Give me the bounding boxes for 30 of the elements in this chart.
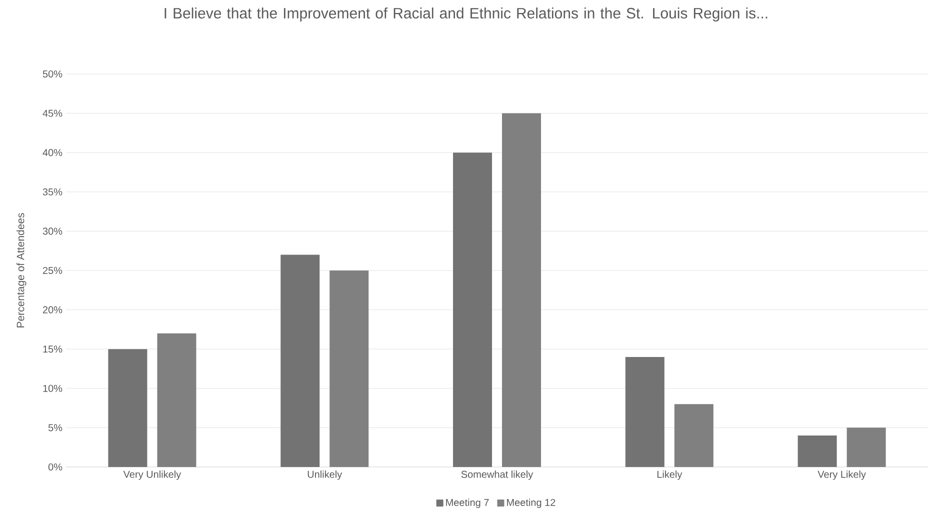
bar <box>280 254 320 467</box>
y-tick-label: 25% <box>42 266 62 274</box>
y-tick-label: 35% <box>42 188 62 196</box>
y-tick-label: 15% <box>43 346 62 353</box>
bar <box>330 270 369 467</box>
legend-label: Meeting 12 <box>507 498 556 508</box>
y-axis-title: Percentage of Attendees <box>16 213 26 328</box>
bar <box>453 152 492 467</box>
legend-label: Meeting 7 <box>446 498 489 508</box>
y-tick-label: 45% <box>42 110 62 117</box>
y-tick-label: 10% <box>43 384 62 392</box>
y-tick-label: 30% <box>42 228 62 235</box>
x-tick-label: Unlikely <box>308 470 342 480</box>
x-tick-label: Very Likely <box>818 470 866 480</box>
x-tick-label: Likely <box>657 470 682 480</box>
bar <box>502 113 542 467</box>
bar <box>798 436 837 467</box>
y-tick-label: 20% <box>42 306 62 314</box>
bar <box>157 333 196 467</box>
bar <box>108 349 148 467</box>
chart-title: I Believe that the Improvement of Racial and Ethnic Relations in the St. Louis Region is... <box>164 8 768 22</box>
y-tick-label: 40% <box>42 149 62 156</box>
x-tick-label: Very Unlikely <box>123 470 182 480</box>
y-tick-label: 5% <box>48 424 62 432</box>
bar <box>625 356 664 467</box>
x-tick-label: Somewhat likely <box>461 470 534 480</box>
bar <box>674 404 714 467</box>
bar <box>846 428 886 467</box>
y-tick-label: 0% <box>48 463 62 471</box>
y-tick-label: 50% <box>42 70 62 78</box>
